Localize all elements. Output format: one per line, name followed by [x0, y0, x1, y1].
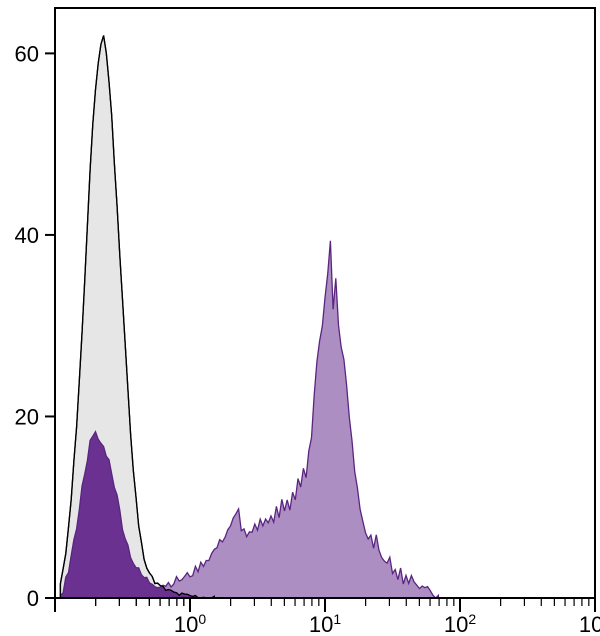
x-tick-label: 102	[444, 611, 476, 636]
y-tick-label: 20	[15, 404, 39, 429]
x-tick-label: 103	[579, 611, 600, 636]
x-tick-label: 100	[174, 611, 206, 636]
flow-cytometry-histogram: 0 20 40 60 100 101 102 103	[0, 0, 600, 636]
y-tick-label: 40	[15, 223, 39, 248]
x-tick-label: 101	[309, 611, 341, 636]
chart-svg: 0 20 40 60 100 101 102 103	[0, 0, 600, 636]
y-tick-label: 60	[15, 41, 39, 66]
y-tick-label: 0	[27, 586, 39, 611]
